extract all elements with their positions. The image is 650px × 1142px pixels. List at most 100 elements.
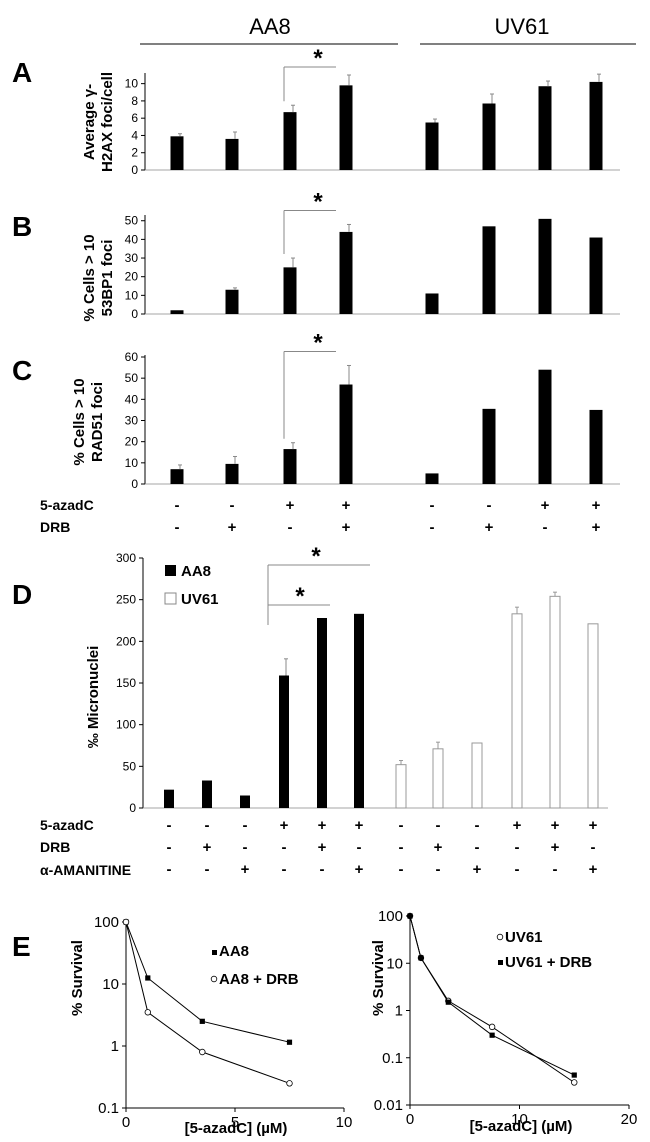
panel-B-bar xyxy=(170,310,184,314)
panel-c-ylabel-line1: % Cells > 10 xyxy=(71,378,88,465)
cond-abc-sign: + xyxy=(228,519,237,536)
cond-abc-sign: - xyxy=(175,519,180,536)
panel-d-ylabel: ‰ Micronuclei xyxy=(85,646,102,749)
cond-abc-sign: - xyxy=(487,497,492,514)
e-right-legend-uv61-drb: UV61 + DRB xyxy=(505,954,592,971)
e-left-series-line xyxy=(125,921,290,1043)
panel-B-bar xyxy=(283,267,297,314)
panel-label-d: D xyxy=(12,579,32,610)
panel-A-bar xyxy=(225,138,239,170)
e-right-point-square xyxy=(571,1072,577,1078)
e-right-series-line xyxy=(409,915,575,1083)
cond-d-sign: + xyxy=(589,817,598,834)
cond-d-sign: - xyxy=(282,861,287,878)
cond-d-sign: - xyxy=(282,839,287,856)
panel-label-c: C xyxy=(12,355,32,386)
panel-d-bar-aa8 xyxy=(317,618,327,808)
group-label-aa8: AA8 xyxy=(249,14,291,39)
cond-abc-sign: - xyxy=(175,497,180,514)
cond-d-sign: - xyxy=(436,817,441,834)
panel-d-bar-aa8 xyxy=(202,780,212,808)
e-right-point-square xyxy=(445,999,451,1005)
panel-d-ytick-label: 250 xyxy=(116,593,136,607)
panel-C-bar xyxy=(482,408,496,484)
cond-d-sign: - xyxy=(591,839,596,856)
e-right-ytick-label: 0.01 xyxy=(374,1097,403,1114)
panel-C-bar xyxy=(425,473,439,484)
panel-B-significance-star: * xyxy=(313,188,323,215)
e-left-xlabel: [5-azadC] (µM) xyxy=(185,1120,288,1137)
panel-C-ytick-label: 20 xyxy=(125,435,139,449)
cond-abc-sign: + xyxy=(286,497,295,514)
legend-label-aa8: AA8 xyxy=(181,563,211,580)
panel-d-bar-aa8 xyxy=(164,789,174,808)
e-left-ytick-label: 0.1 xyxy=(98,1100,119,1117)
cond-abc-sign: + xyxy=(541,497,550,514)
panel-d-ytick-label: 0 xyxy=(129,801,136,815)
e-left-point-square xyxy=(199,1018,205,1024)
panel-B-ytick-label: 50 xyxy=(125,214,139,228)
cond-d-sign: - xyxy=(205,817,210,834)
panel-d-bar-uv61 xyxy=(587,623,599,809)
panel-d-bar-uv61 xyxy=(395,764,407,809)
e-right-xtick-label: 10 xyxy=(511,1111,528,1128)
cond-d-sign: - xyxy=(399,839,404,856)
cond-d-name-azadc: 5-azadC xyxy=(40,817,94,833)
panel-B-bar xyxy=(339,231,353,314)
e-right-point-square xyxy=(418,955,424,961)
e-left-xtick-label: 5 xyxy=(231,1114,239,1131)
e-left-series-line xyxy=(125,921,290,1084)
cond-d-sign: - xyxy=(167,839,172,856)
e-right-ylabel: % Survival xyxy=(370,940,387,1016)
cond-abc-sign: + xyxy=(342,519,351,536)
panel-d-bar-uv61 xyxy=(511,613,523,809)
panel-A-ytick-label: 6 xyxy=(131,111,138,125)
panel-label-e: E xyxy=(12,931,31,962)
cond-d-sign: - xyxy=(167,861,172,878)
cond-d-sign: + xyxy=(318,839,327,856)
e-right-legend-marker-uv61 xyxy=(496,933,504,941)
panel-A-ytick-label: 2 xyxy=(131,146,138,160)
panel-label-a: A xyxy=(12,57,32,88)
e-right-xtick-label: 20 xyxy=(621,1111,638,1128)
cond-d-sign: - xyxy=(436,861,441,878)
panel-B-bar xyxy=(482,226,496,314)
e-left-legend-aa8-drb: AA8 + DRB xyxy=(219,971,299,988)
panel-A-bar xyxy=(339,85,353,170)
cond-d-sign: + xyxy=(355,861,364,878)
panel-c-ylabel-line2: RAD51 foci xyxy=(89,382,106,462)
panel-a-ylabel-line1: Average γ- xyxy=(81,84,98,160)
e-left-point-circle xyxy=(122,918,130,926)
panel-B-ytick-label: 20 xyxy=(125,270,139,284)
cond-d-sign: - xyxy=(357,839,362,856)
cond-abc-sign: + xyxy=(592,497,601,514)
panel-B-bar xyxy=(225,289,239,314)
panel-C-bar xyxy=(339,384,353,484)
e-right-legend-marker-uv61-drb xyxy=(498,960,503,965)
e-left-ytick-label: 10 xyxy=(102,976,119,993)
e-left-legend-marker-aa8-drb xyxy=(210,975,218,983)
legend-label-uv61: UV61 xyxy=(181,591,219,608)
e-left-xtick-label: 0 xyxy=(122,1114,130,1131)
panel-C-significance-star: * xyxy=(313,329,323,356)
panel-C-ytick-label: 60 xyxy=(125,350,139,364)
cond-d-name-drb: DRB xyxy=(40,839,70,855)
cond-d-sign: - xyxy=(553,861,558,878)
panel-C-ytick-label: 30 xyxy=(125,414,139,428)
cond-d-sign: - xyxy=(243,817,248,834)
panel-d-ytick-label: 100 xyxy=(116,718,136,732)
cond-d-sign: - xyxy=(399,817,404,834)
panel-d-significance-star-2: * xyxy=(311,543,321,570)
cond-d-sign: - xyxy=(399,861,404,878)
e-left-xtick-label: 10 xyxy=(336,1114,353,1131)
panel-A-ytick-label: 0 xyxy=(131,163,138,177)
panel-d-ytick-label: 300 xyxy=(116,551,136,565)
panel-B-ytick-label: 10 xyxy=(125,288,139,302)
cond-d-sign: - xyxy=(167,817,172,834)
panel-label-b: B xyxy=(12,211,32,242)
panel-d-significance-star-1: * xyxy=(295,583,305,610)
panel-B-ytick-label: 30 xyxy=(125,251,139,265)
cond-abc-sign: - xyxy=(230,497,235,514)
panel-A-ytick-label: 8 xyxy=(131,94,138,108)
e-left-legend-marker-aa8 xyxy=(212,950,217,955)
